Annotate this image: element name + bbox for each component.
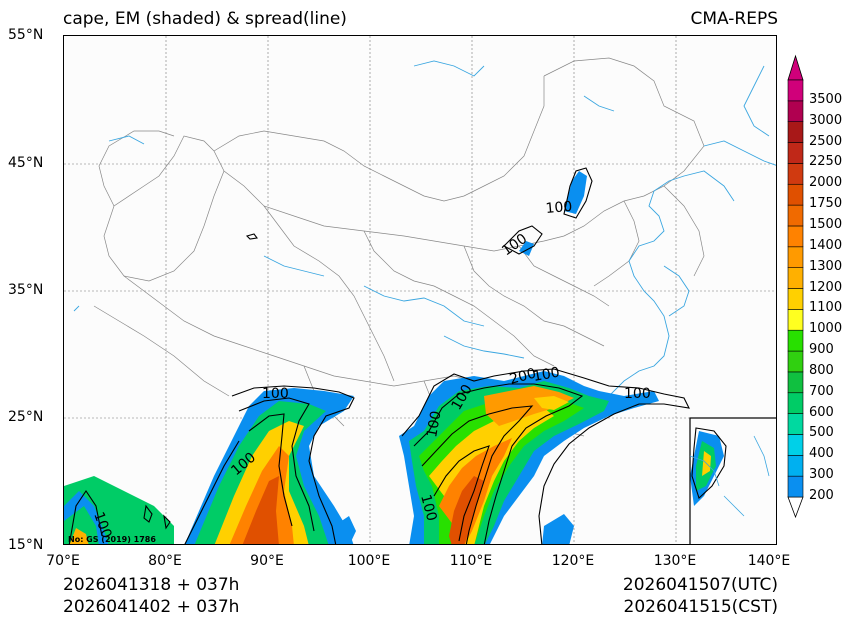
colorbar-swatch [787, 309, 804, 331]
lat-label-35: 35°N [8, 282, 44, 298]
colorbar-swatch [787, 267, 804, 289]
colorbar-swatch [787, 371, 804, 394]
colorbar-label: 2000 [809, 175, 843, 191]
map-canvas: 100 100 100 100 100 200 100 100 100 100 … [64, 36, 776, 544]
colorbar-swatch [787, 434, 804, 456]
lat-label-45: 45°N [8, 155, 44, 171]
colorbar-label: 400 [809, 446, 834, 462]
colorbar-label: 1300 [809, 258, 843, 274]
colorbar-label: 1000 [809, 321, 843, 337]
map-title: cape, EM (shaded) & spread(line) [63, 9, 347, 29]
colorbar-max-arrow [787, 54, 804, 81]
colorbar-label: 2250 [809, 154, 843, 170]
colorbar-label: 500 [809, 425, 834, 441]
inset-map [689, 417, 776, 544]
colorbar-swatch [787, 142, 804, 164]
contour-label: 200 [508, 365, 538, 387]
colorbar-label: 3000 [809, 112, 843, 128]
colorbar-label: 200 [809, 488, 834, 503]
map-approval-number: No: GS (2019) 1786 [68, 535, 156, 544]
lat-label-25: 25°N [8, 409, 44, 425]
colorbar-swatch [787, 454, 804, 477]
colorbar-swatch [787, 100, 804, 122]
colorbar-swatches [787, 54, 804, 519]
valid-time-utc: 2026041507(UTC) [622, 575, 778, 595]
colorbar-swatch [787, 392, 804, 414]
lon-label-140: 140°E [747, 553, 791, 569]
colorbar-label: 1750 [809, 196, 843, 212]
colorbar-label: 1400 [809, 237, 843, 253]
lat-label-55: 55°N [8, 27, 44, 43]
country-borders [93, 57, 705, 447]
colorbar-label: 700 [809, 383, 834, 399]
map-panel: 100 100 100 100 100 200 100 100 100 100 … [63, 35, 777, 545]
lon-label-90: 90°E [250, 553, 284, 569]
contour-label: 100 [424, 410, 444, 439]
cape-shading [64, 171, 724, 544]
colorbar-swatch [787, 288, 804, 310]
contour-label: 100 [417, 493, 439, 523]
colorbar-min-arrow [787, 496, 804, 519]
contour-label: 100 [262, 386, 289, 402]
colorbar-swatch [787, 413, 804, 435]
colorbar-swatch [787, 350, 804, 373]
lon-label-110: 110°E [449, 553, 493, 569]
colorbar-label: 1500 [809, 216, 843, 232]
colorbar-label: 600 [809, 404, 834, 420]
model-name: CMA-REPS [690, 9, 778, 29]
colorbar-label: 900 [809, 342, 834, 358]
colorbar-swatch [787, 183, 804, 206]
colorbar-swatch [787, 246, 804, 268]
spread-contours [68, 167, 727, 544]
colorbar-swatch [787, 79, 804, 102]
contour-label: 100 [545, 199, 573, 217]
init-time-cst: 2026041402 + 037h [63, 597, 240, 617]
contour-label: 100 [624, 386, 651, 402]
contour-label: 100 [532, 365, 561, 385]
lon-label-100: 100°E [347, 553, 391, 569]
coastlines [73, 60, 776, 397]
colorbar-swatch [787, 329, 804, 352]
colorbar-swatch [787, 475, 804, 498]
colorbar-swatch [787, 121, 804, 143]
lon-label-120: 120°E [551, 553, 595, 569]
init-time-utc: 2026041318 + 037h [63, 575, 240, 595]
colorbar-swatch [787, 204, 804, 227]
lon-label-130: 130°E [653, 553, 697, 569]
colorbar-swatch [787, 225, 804, 248]
colorbar-label: 2500 [809, 133, 843, 149]
lat-label-15: 15°N [8, 537, 44, 553]
colorbar-label: 1200 [809, 279, 843, 295]
lon-label-80: 80°E [148, 553, 182, 569]
colorbar-swatch [787, 163, 804, 185]
lon-label-70: 70°E [46, 553, 80, 569]
colorbar-label: 3500 [809, 91, 843, 107]
colorbar-label: 1100 [809, 300, 843, 316]
colorbar-label: 800 [809, 362, 834, 378]
valid-time-cst: 2026041515(CST) [623, 597, 778, 617]
contour-labels: 100 100 100 100 100 200 100 100 100 100 … [90, 199, 650, 541]
colorbar-label: 300 [809, 467, 834, 483]
